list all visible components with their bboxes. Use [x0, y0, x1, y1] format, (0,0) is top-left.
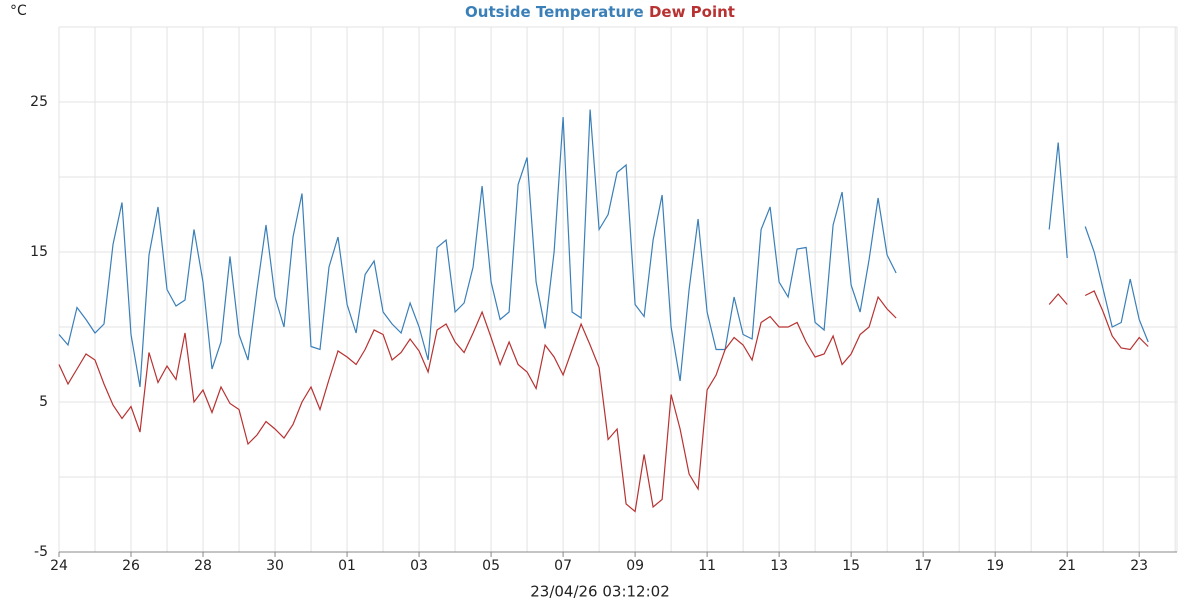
x-tick-label: 30 [266, 558, 284, 574]
y-tick-label: -5 [34, 544, 48, 560]
x-tick-label: 26 [122, 558, 140, 574]
x-tick-label: 13 [770, 558, 788, 574]
x-tick-label: 05 [482, 558, 500, 574]
x-tick-label: 09 [626, 558, 644, 574]
x-tick-label: 11 [698, 558, 716, 574]
series-line [58, 109, 1149, 388]
legend-entry: Dew Point [649, 3, 735, 21]
y-tick-label: 15 [30, 244, 48, 260]
legend-entry: Outside Temperature [465, 3, 644, 21]
x-tick-label: 28 [194, 558, 212, 574]
x-tick-label: 07 [554, 558, 572, 574]
y-unit: °C [10, 3, 27, 19]
x-tick-label: 21 [1058, 558, 1076, 574]
x-tick-label: 17 [914, 558, 932, 574]
chart-title: Outside Temperature Dew Point [465, 3, 735, 21]
x-tick-label: 03 [410, 558, 428, 574]
x-tick-label: 19 [986, 558, 1004, 574]
x-tick-label: 15 [842, 558, 860, 574]
footer-timestamp: 23/04/26 03:12:02 [530, 583, 670, 600]
x-tick-label: 23 [1130, 558, 1148, 574]
y-tick-label: 25 [30, 94, 48, 110]
x-tick-label: 24 [50, 558, 68, 574]
y-tick-label: 5 [39, 394, 48, 410]
series-line [58, 290, 1149, 513]
x-tick-label: 01 [338, 558, 356, 574]
